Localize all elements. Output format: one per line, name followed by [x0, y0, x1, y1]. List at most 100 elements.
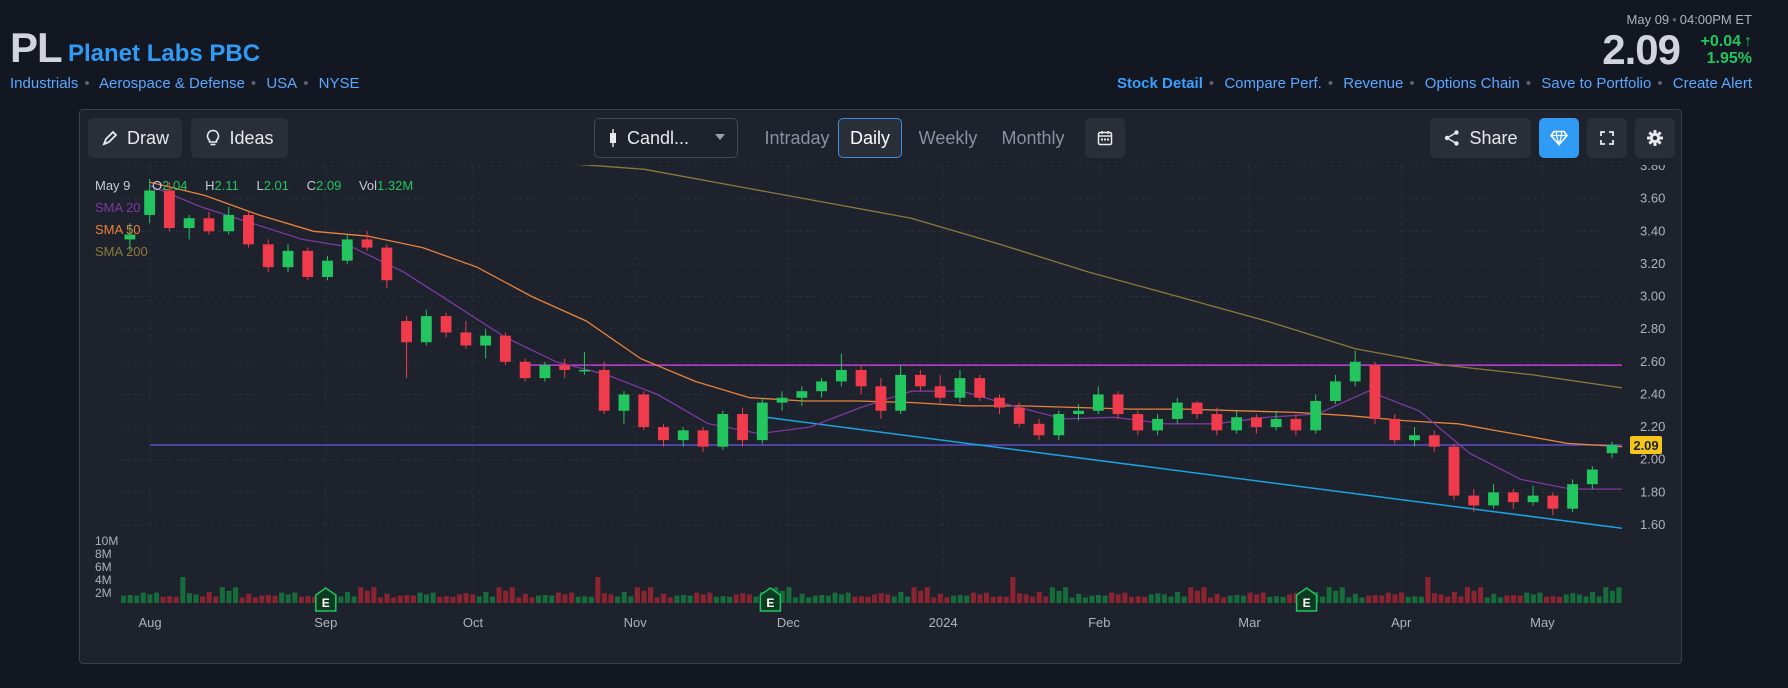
settings-button[interactable] [1635, 118, 1675, 158]
candle-body [401, 321, 413, 343]
volume-bar [1478, 587, 1484, 603]
volume-bar [344, 592, 351, 603]
volume-bar [1234, 595, 1240, 603]
y-tick-label: 3.80 [1640, 165, 1665, 173]
draw-button[interactable]: Draw [88, 118, 182, 158]
volume-bar [1247, 592, 1253, 603]
volume-bar [298, 596, 304, 603]
volume-bar [246, 593, 252, 603]
volume-bar [259, 595, 265, 603]
quote-date: May 09 [1626, 12, 1670, 27]
volume-bar [852, 596, 858, 603]
volume-bar [1214, 593, 1220, 603]
volume-bar [845, 592, 851, 603]
link-stock-detail[interactable]: Stock Detail [1117, 75, 1203, 92]
volume-bar [430, 592, 436, 603]
volume-bar [265, 595, 272, 603]
volume-bar [483, 592, 489, 603]
link-create-alert[interactable]: Create Alert [1672, 75, 1752, 92]
volume-bar [694, 592, 700, 603]
x-tick-label: Nov [624, 615, 648, 630]
candle-body [816, 381, 828, 392]
legend-date: May 9 [95, 178, 131, 193]
tag-exchange[interactable]: NYSE [318, 75, 360, 92]
company-name[interactable]: Planet Labs PBC [68, 40, 261, 67]
candle-body [1211, 414, 1223, 431]
chart-type-select[interactable]: Candl... [594, 118, 738, 158]
x-tick-label: Sep [314, 615, 337, 630]
volume-bar [522, 593, 528, 603]
volume-bar [1418, 596, 1424, 603]
ideas-button[interactable]: Ideas [191, 118, 288, 158]
link-save-portfolio[interactable]: Save to Portfolio [1541, 75, 1652, 92]
volume-bar [1240, 595, 1246, 603]
earnings-marker-label: E [322, 596, 330, 610]
volume-bar [878, 593, 884, 603]
tag-industry[interactable]: Aerospace & Defense [98, 75, 245, 92]
volume-bar [1339, 587, 1345, 603]
candle-body [440, 316, 452, 333]
volume-bar [1016, 593, 1023, 603]
legend-high-label: H [205, 178, 215, 193]
volume-bar [806, 597, 812, 603]
share-button[interactable]: Share [1430, 118, 1531, 158]
candle-body [163, 190, 175, 229]
volume-bar [964, 595, 970, 603]
tab-daily[interactable]: Daily [838, 118, 902, 158]
volume-bar [1385, 592, 1391, 603]
candle-body [638, 394, 650, 428]
volume-bar [555, 592, 561, 603]
candle-body [144, 190, 156, 215]
legend-sma200[interactable]: SMA 200 [95, 244, 148, 259]
volume-bar [1135, 596, 1141, 603]
volume-bar [180, 577, 186, 603]
tab-weekly[interactable]: Weekly [918, 127, 978, 148]
volume-bar [1194, 590, 1200, 603]
tag-country[interactable]: USA [266, 75, 298, 92]
fullscreen-button[interactable] [1587, 118, 1627, 158]
volume-bar [595, 577, 601, 603]
candle-body [1191, 402, 1203, 415]
legend-sma50[interactable]: SMA 50 [95, 222, 141, 237]
date-range-button[interactable] [1085, 118, 1125, 158]
candle-body [1092, 394, 1104, 411]
premium-button[interactable] [1539, 118, 1579, 158]
volume-bar [648, 587, 654, 603]
volume-bar [713, 596, 719, 603]
volume-bar [786, 587, 792, 603]
candle-body [1053, 414, 1065, 436]
x-tick-label: Dec [777, 615, 801, 630]
tab-intraday[interactable]: Intraday [764, 127, 830, 148]
candle-body [895, 374, 907, 411]
volume-bar [1069, 597, 1075, 603]
volume-bar [1590, 592, 1596, 603]
volume-bar [1043, 596, 1049, 603]
arrow-up-icon: ↑ [1744, 33, 1752, 50]
volume-bar [272, 595, 278, 603]
link-options-chain[interactable]: Options Chain [1424, 75, 1520, 92]
volume-bar [575, 596, 581, 603]
volume-bar [1445, 596, 1451, 603]
volume-bar [1431, 593, 1438, 603]
legend-sma20[interactable]: SMA 20 [95, 200, 141, 215]
candle-body [223, 214, 235, 232]
volume-bar [476, 596, 482, 603]
candle-body [658, 427, 669, 441]
link-compare-perf[interactable]: Compare Perf. [1224, 75, 1322, 92]
volume-tick-label: 10M [95, 534, 118, 548]
link-revenue[interactable]: Revenue [1343, 75, 1404, 92]
candle-body [1507, 492, 1519, 503]
volume-bar [1412, 596, 1418, 603]
volume-bar [213, 596, 219, 603]
volume-bar [977, 594, 983, 603]
price-chart[interactable]: 3.80 3.60 3.40 3.20 3.00 2.80 2.60 2.40 2.20 2.00… [80, 165, 1681, 663]
volume-bar [951, 595, 957, 603]
volume-bar [503, 590, 509, 603]
volume-bar [1346, 597, 1352, 603]
volume-bar [1504, 595, 1510, 603]
tag-sector[interactable]: Industrials [10, 75, 79, 92]
tab-monthly[interactable]: Monthly [1001, 127, 1065, 148]
volume-bar [1082, 597, 1088, 603]
volume-bar [1497, 597, 1503, 603]
volume-bar [568, 592, 575, 603]
